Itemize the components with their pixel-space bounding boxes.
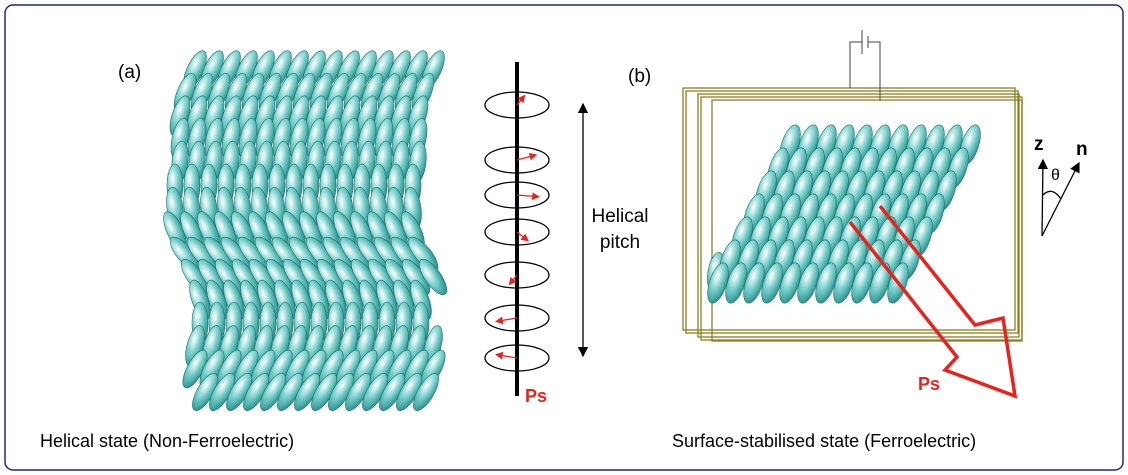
- pitch-label: pitch: [600, 232, 640, 253]
- n-label: n: [1076, 139, 1088, 160]
- caption: Helical state (Non-Ferroelectric): [40, 431, 294, 451]
- ps-label: Ps: [525, 386, 547, 406]
- panel-label: (a): [118, 62, 141, 83]
- pitch-label: Helical: [591, 206, 648, 227]
- caption: Surface-stabilised state (Ferroelectric): [672, 431, 976, 451]
- theta-label: θ: [1051, 167, 1060, 184]
- molecules-a: [159, 48, 452, 415]
- figure: (a) Helical pitch Ps Helical state (Non-…: [0, 0, 1128, 475]
- panel-label: (b): [628, 66, 651, 87]
- z-label: z: [1034, 134, 1044, 155]
- ps-label: Ps: [918, 374, 940, 394]
